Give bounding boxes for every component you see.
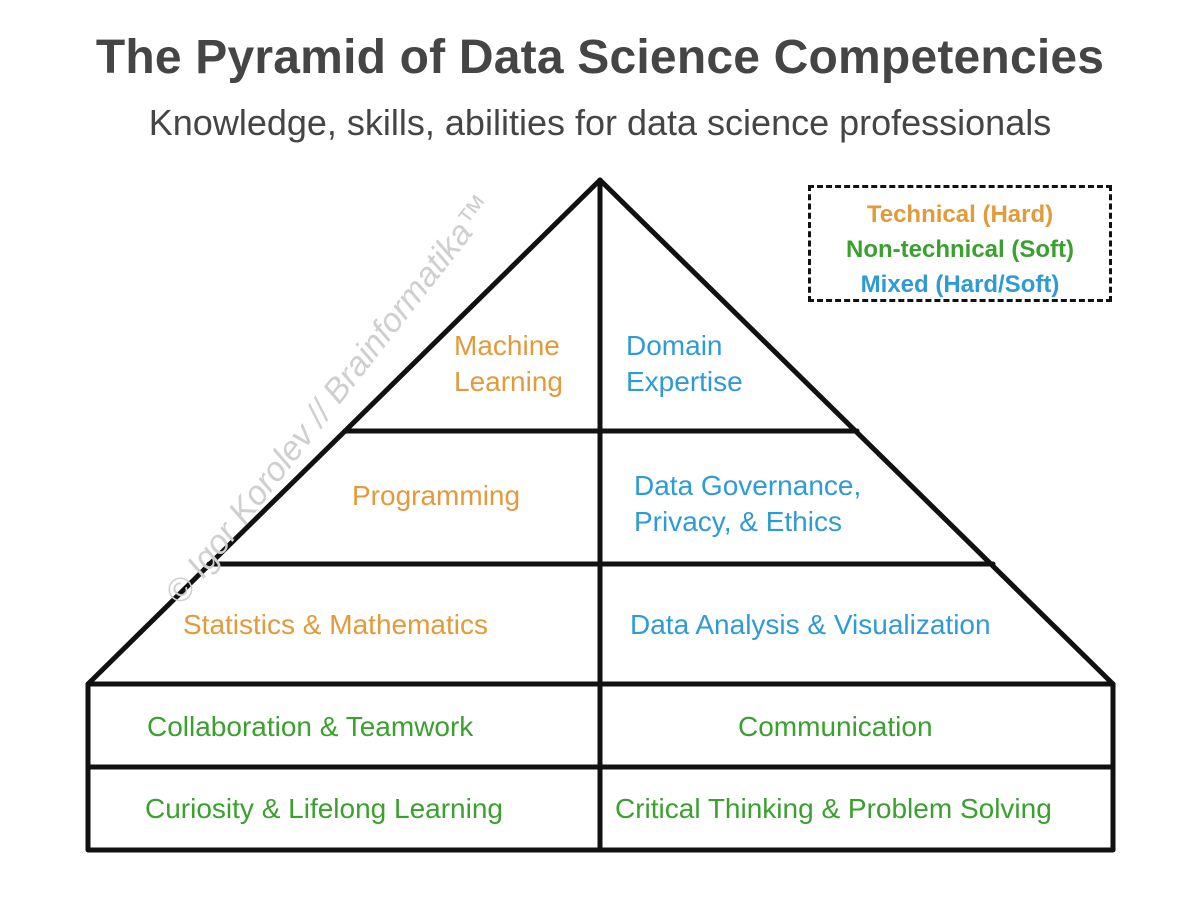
label-domain-expertise: Domain Expertise	[626, 330, 743, 397]
page-title: The Pyramid of Data Science Competencies	[95, 31, 1105, 84]
label-programming: Programming	[352, 480, 521, 511]
label-curiosity: Curiosity & Lifelong Learning	[145, 793, 503, 824]
label-collaboration: Collaboration & Teamwork	[147, 711, 474, 742]
page-subtitle: Knowledge, skills, abilities for data sc…	[148, 102, 1052, 143]
legend-non-technical: Non-technical (Soft)	[846, 236, 1074, 263]
legend-technical: Technical (Hard)	[866, 201, 1054, 228]
legend-box: Technical (Hard) Non-technical (Soft) Mi…	[808, 185, 1112, 302]
label-data-analysis: Data Analysis & Visualization	[630, 609, 991, 640]
label-statistics-mathematics: Statistics & Mathematics	[183, 609, 488, 640]
legend-mixed: Mixed (Hard/Soft)	[860, 271, 1060, 298]
label-data-governance: Data Governance, Privacy, & Ethics	[634, 470, 862, 537]
label-critical-thinking: Critical Thinking & Problem Solving	[615, 793, 1052, 824]
label-communication: Communication	[738, 711, 933, 742]
label-machine-learning: Machine Learning	[454, 330, 563, 397]
